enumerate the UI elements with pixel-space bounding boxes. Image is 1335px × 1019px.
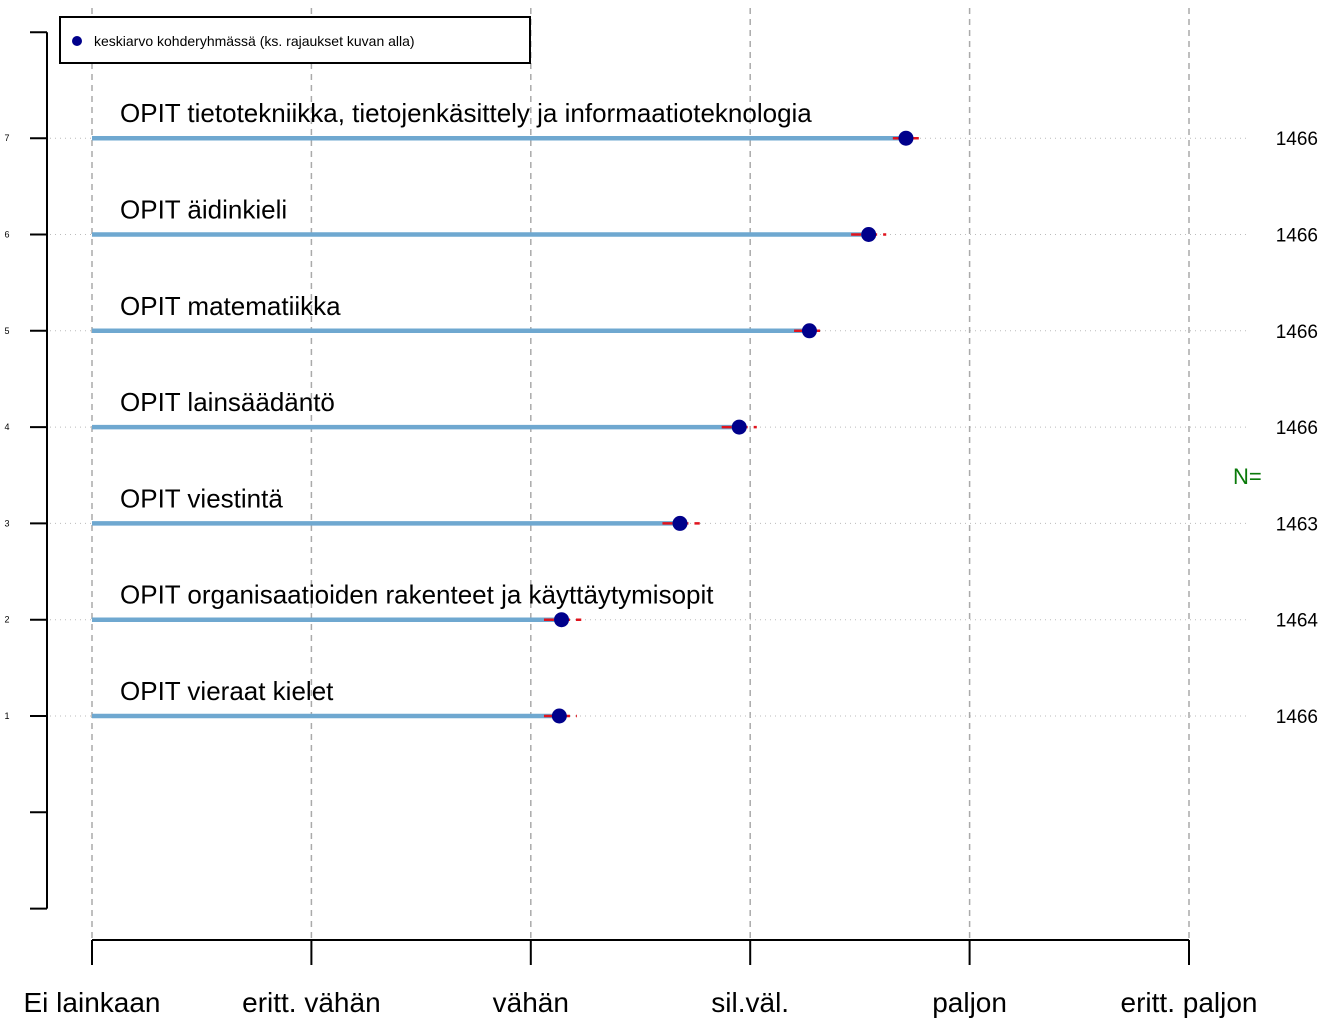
n-value: 1466 xyxy=(1276,418,1318,439)
n-title: N= xyxy=(1233,464,1262,489)
y-tick-label: 5 xyxy=(4,326,9,336)
category-label: OPIT viestintä xyxy=(120,483,283,513)
x-tick-label: eritt. vähän xyxy=(242,987,381,1018)
x-tick-label: eritt. paljon xyxy=(1121,987,1258,1018)
category-label: OPIT tietotekniikka, tietojenkäsittely j… xyxy=(120,98,812,128)
category-label: OPIT lainsäädäntö xyxy=(120,387,335,417)
x-tick-label: Ei lainkaan xyxy=(24,987,161,1018)
x-tick-label: vähän xyxy=(493,987,569,1018)
y-tick-label: 6 xyxy=(4,230,9,240)
grid-layer xyxy=(45,8,1250,940)
mean-point xyxy=(731,419,747,435)
mean-point xyxy=(672,515,688,531)
n-value: 1466 xyxy=(1276,707,1318,728)
axis-layer: Ei lainkaan eritt. vähän vähän sil.väl. palj… xyxy=(4,31,1258,1018)
legend-marker xyxy=(72,36,82,46)
n-value: 1464 xyxy=(1276,611,1319,632)
n-value: 1466 xyxy=(1276,322,1318,343)
category-label: OPIT organisaatioiden rakenteet ja käytt… xyxy=(120,580,714,610)
n-value: 1463 xyxy=(1276,514,1318,535)
x-tick-label: sil.väl. xyxy=(711,987,789,1018)
mean-point xyxy=(898,130,914,146)
mean-point xyxy=(861,227,877,242)
y-tick-label: 4 xyxy=(4,422,9,432)
legend-label: keskiarvo kohderyhmässä (ks. rajaukset k… xyxy=(94,33,415,49)
mean-point xyxy=(801,323,817,339)
y-tick-label: 7 xyxy=(4,133,9,143)
mean-point xyxy=(554,612,570,628)
label-layer: OPIT tietotekniikka, tietojenkäsittely j… xyxy=(120,98,1318,728)
legend: keskiarvo kohderyhmässä (ks. rajaukset k… xyxy=(59,16,531,64)
legend-box xyxy=(59,16,531,64)
category-label: OPIT matematiikka xyxy=(120,291,341,321)
category-label: OPIT äidinkieli xyxy=(120,195,287,225)
category-label: OPIT vieraat kielet xyxy=(120,676,334,706)
n-value: 1466 xyxy=(1276,129,1318,150)
data-layer xyxy=(92,130,920,724)
y-tick-label: 1 xyxy=(4,711,9,721)
y-tick-label: 3 xyxy=(4,518,9,528)
n-value: 1466 xyxy=(1276,226,1318,247)
y-tick-label: 2 xyxy=(4,615,9,625)
x-tick-label: paljon xyxy=(932,987,1007,1018)
mean-point xyxy=(551,708,567,724)
